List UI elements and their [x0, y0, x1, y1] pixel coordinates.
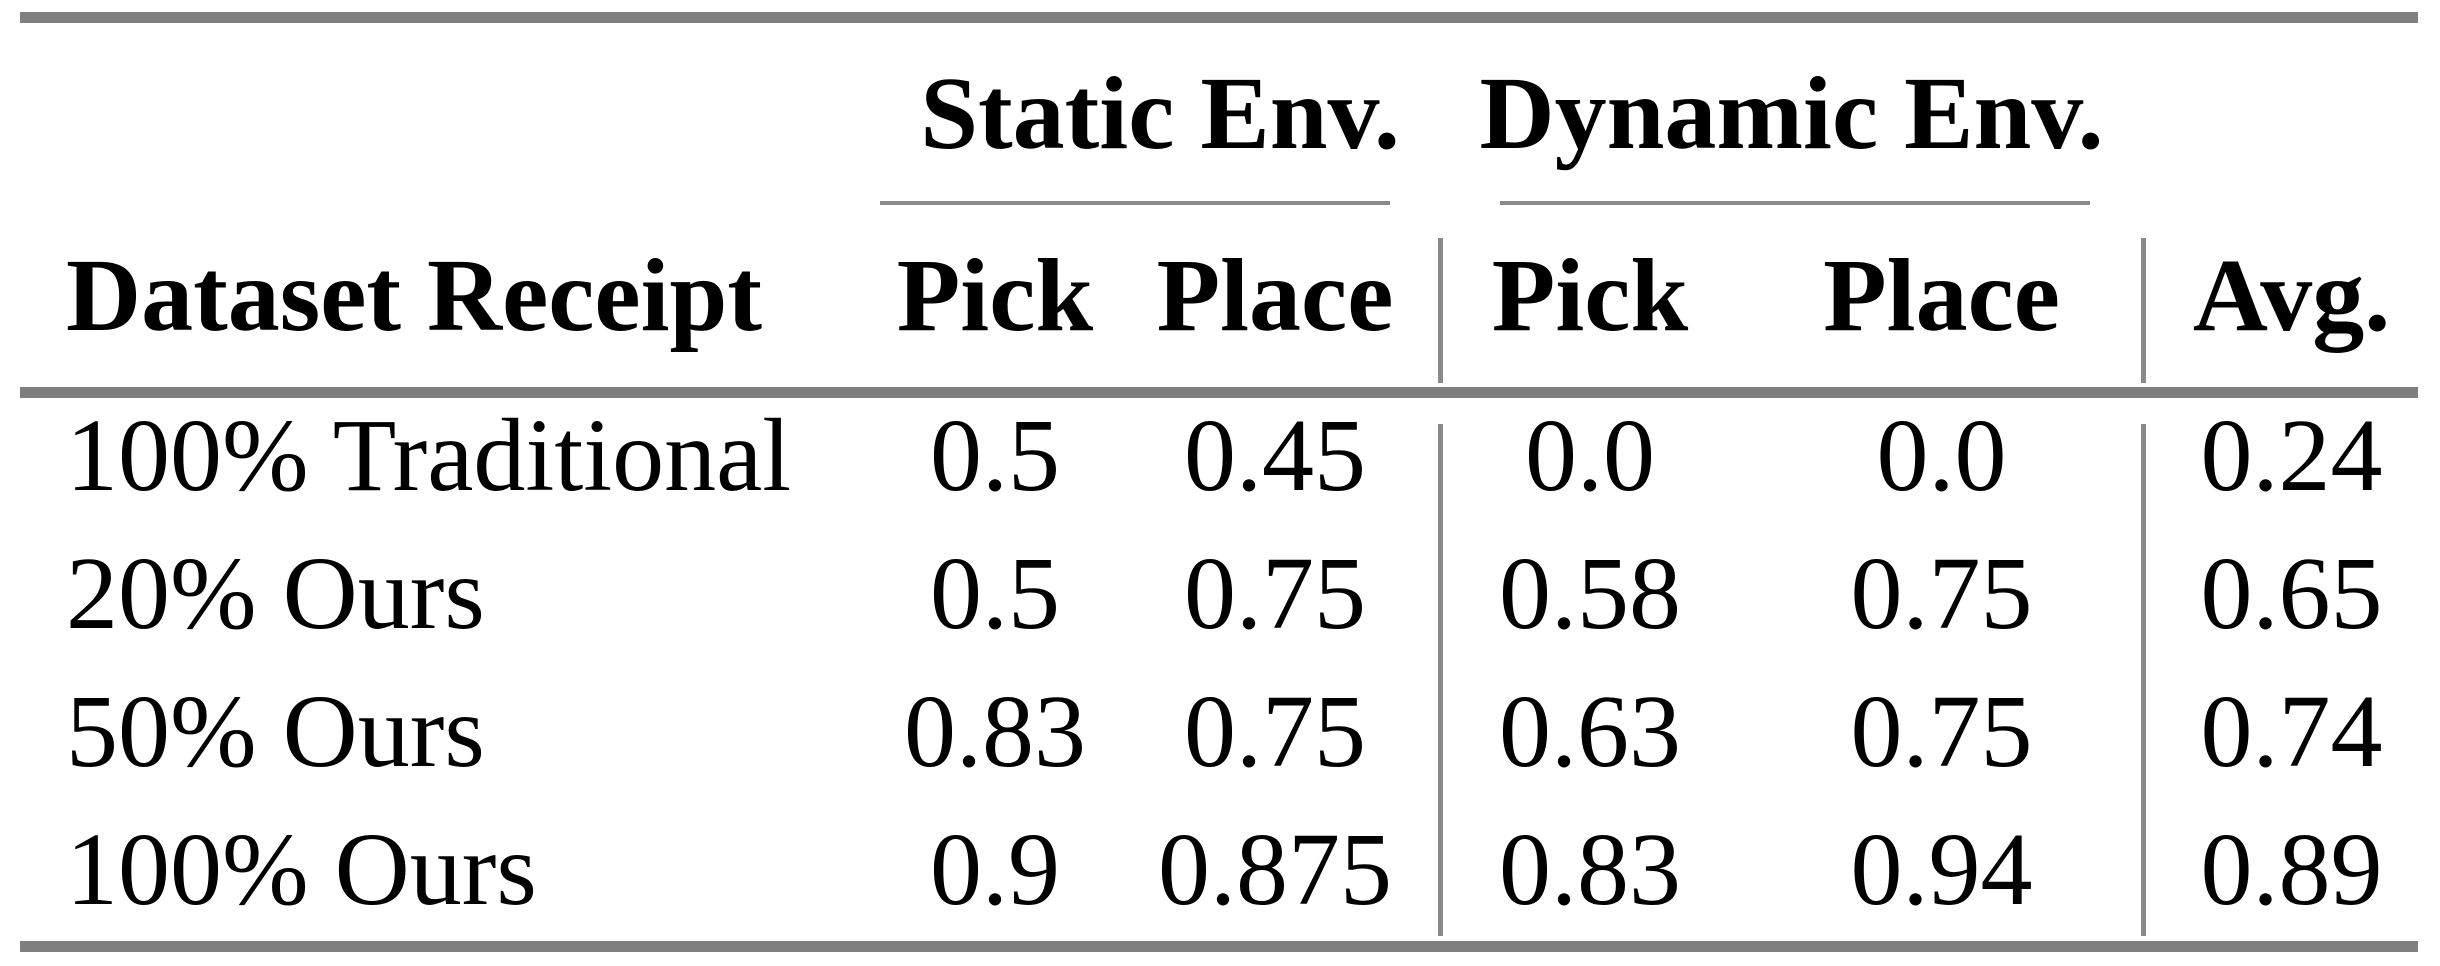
cell-static-place: 0.75 [1184, 536, 1366, 651]
cell-static-pick: 0.9 [930, 812, 1060, 927]
row-label: 100% Ours [66, 812, 537, 927]
column-header-dynamic-place: Place [1823, 238, 2060, 353]
cmidrule-dynamic-env [1500, 201, 2090, 205]
vertical-separator-avg-header [2141, 238, 2146, 383]
cell-avg: 0.65 [2200, 536, 2383, 651]
group-header-spacer [0, 23, 880, 205]
mid-rule [20, 387, 2418, 398]
cell-static-pick: 0.5 [930, 398, 1060, 513]
cell-dynamic-pick: 0.0 [1525, 398, 1656, 513]
table-row: 50% Ours 0.83 0.75 0.63 0.75 0.74 [0, 663, 2440, 801]
row-label: 100% Traditional [66, 398, 792, 513]
column-header-dataset-receipt: Dataset Receipt [66, 238, 762, 353]
cell-dynamic-pick: 0.83 [1499, 812, 1682, 927]
cell-static-place: 0.75 [1184, 674, 1366, 789]
group-header-spacer [2143, 23, 2440, 205]
cell-avg: 0.74 [2200, 674, 2383, 789]
results-table: Static Env. Dynamic Env. Dataset Receipt… [0, 23, 2440, 939]
row-label: 20% Ours [66, 536, 485, 651]
cell-dynamic-place: 0.75 [1850, 536, 2033, 651]
cell-dynamic-place: 0.75 [1850, 674, 2033, 789]
cell-static-place: 0.45 [1184, 398, 1366, 513]
cell-avg: 0.89 [2200, 812, 2383, 927]
vertical-separator-dynamic-header [1438, 238, 1443, 383]
column-header-avg: Avg. [2192, 238, 2391, 353]
cell-dynamic-pick: 0.63 [1499, 674, 1682, 789]
cell-dynamic-place: 0.0 [1876, 398, 2007, 513]
cmidrule-static-env [880, 201, 1390, 205]
column-header-static-pick: Pick [896, 238, 1094, 353]
vertical-separator-dynamic-body [1438, 424, 1443, 936]
cell-static-pick: 0.5 [930, 536, 1060, 651]
top-rule [20, 12, 2418, 23]
table-row: 100% Traditional 0.5 0.45 0.0 0.0 0.24 [0, 387, 2440, 525]
group-header-dynamic: Dynamic Env. [1479, 56, 2104, 171]
bottom-rule [20, 941, 2418, 952]
column-header-static-place: Place [1156, 238, 1394, 353]
group-header-row: Static Env. Dynamic Env. [0, 23, 2440, 205]
cell-static-pick: 0.83 [904, 674, 1086, 789]
table-row: 100% Ours 0.9 0.875 0.83 0.94 0.89 [0, 801, 2440, 939]
cell-avg: 0.24 [2200, 398, 2383, 513]
cell-dynamic-pick: 0.58 [1499, 536, 1682, 651]
row-label: 50% Ours [66, 674, 485, 789]
cell-dynamic-place: 0.94 [1850, 812, 2033, 927]
column-header-row: Dataset Receipt Pick Place Pick Place Av… [0, 205, 2440, 387]
table-row: 20% Ours 0.5 0.75 0.58 0.75 0.65 [0, 525, 2440, 663]
cell-static-place: 0.875 [1158, 812, 1392, 927]
group-header-static: Static Env. [920, 56, 1400, 171]
vertical-separator-avg-body [2141, 424, 2146, 936]
column-header-dynamic-pick: Pick [1491, 238, 1689, 353]
